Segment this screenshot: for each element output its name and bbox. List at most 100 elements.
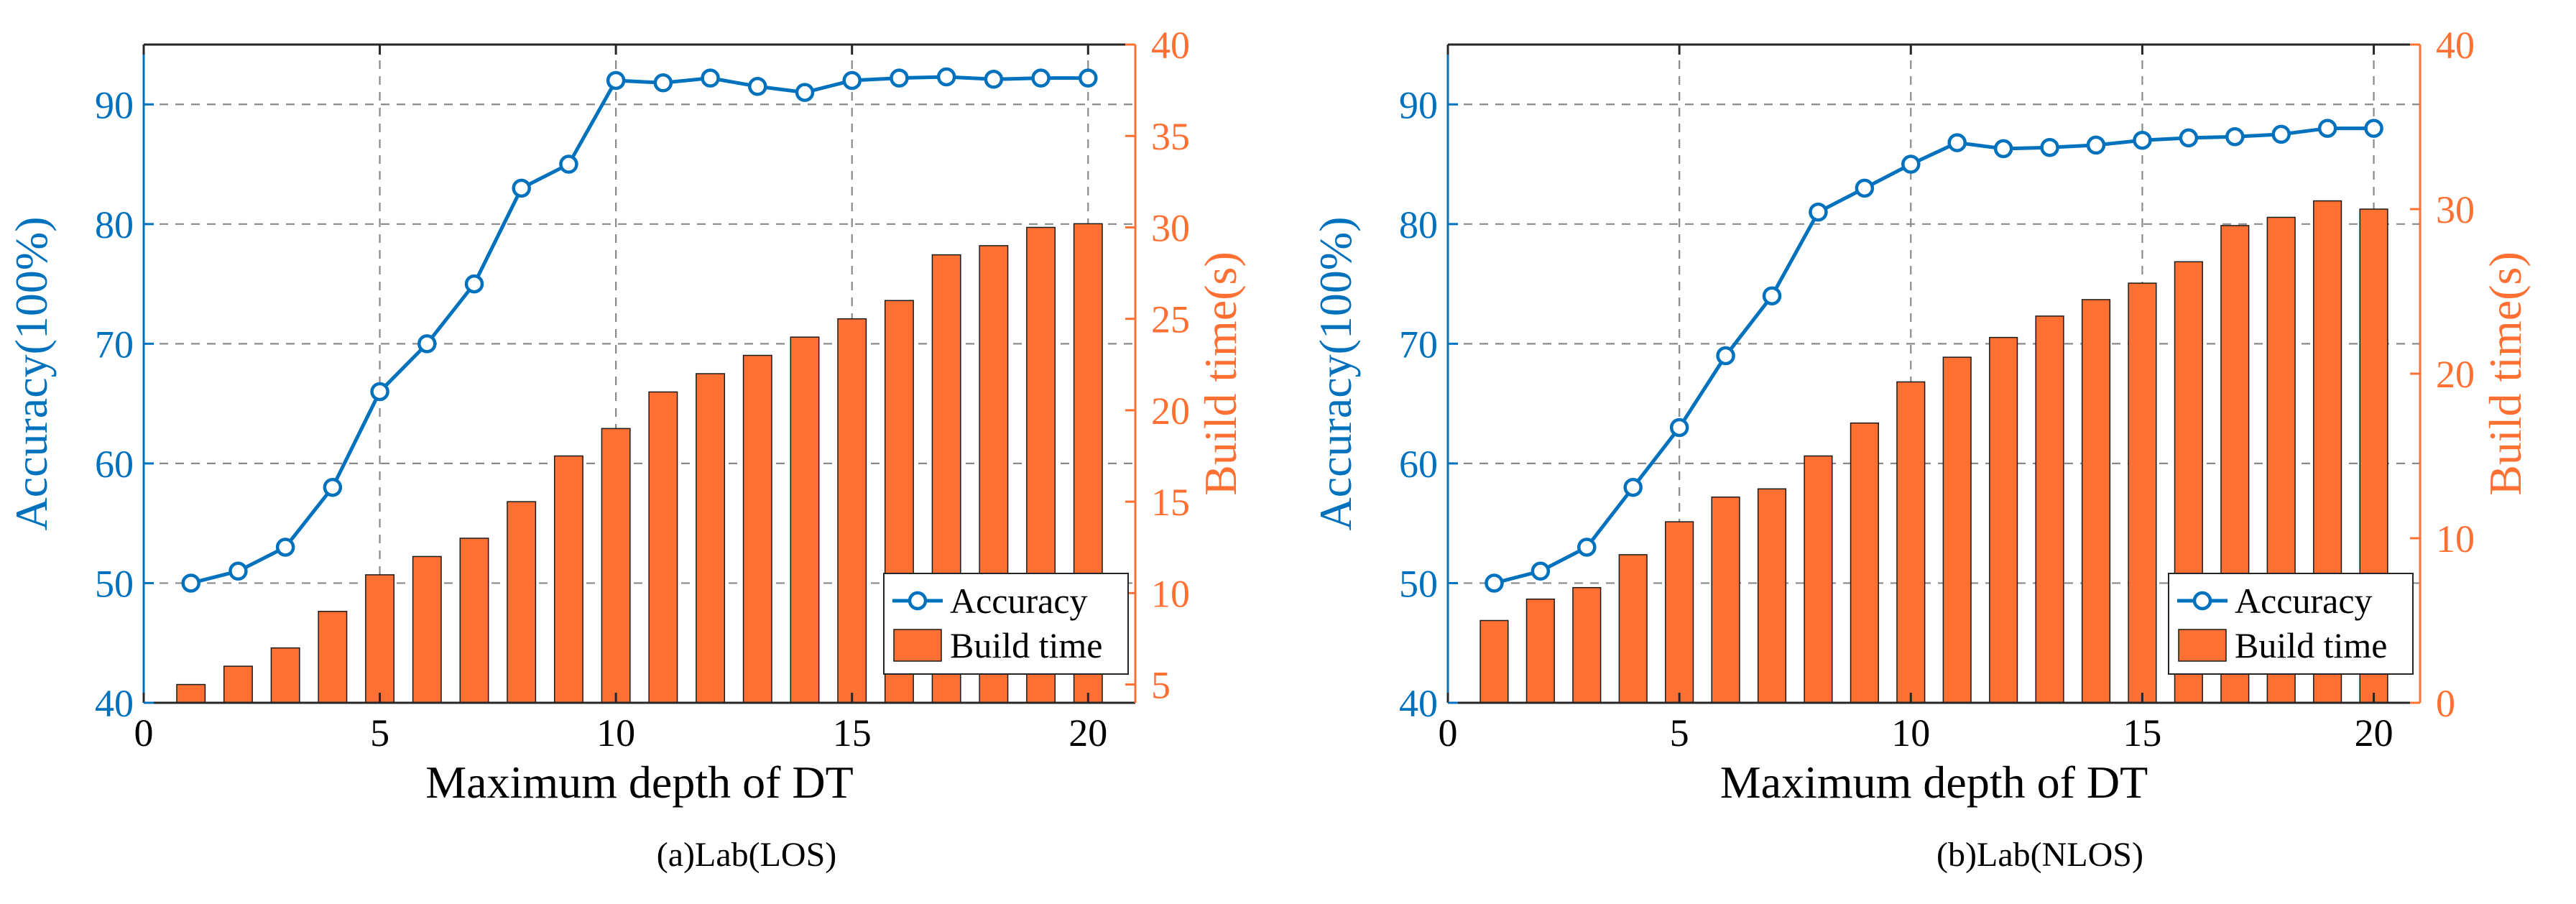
y-tick-label-right: 30 <box>1151 206 1190 249</box>
accuracy-point <box>984 70 1004 89</box>
bar <box>1942 356 1972 704</box>
y-tick-label-left: 50 <box>1399 562 1438 605</box>
accuracy-point <box>748 77 767 96</box>
build-time-bars <box>176 223 1103 704</box>
x-tick-label: 10 <box>596 711 635 755</box>
bar <box>459 538 489 704</box>
y-tick-label-right: 25 <box>1151 298 1190 341</box>
y-tick-label-left: 90 <box>95 83 134 126</box>
x-tick-label: 10 <box>1891 711 1930 755</box>
accuracy-point <box>1531 561 1551 581</box>
bar <box>270 647 300 704</box>
bar <box>1989 336 2018 704</box>
bar <box>1850 422 1879 704</box>
accuracy-point <box>559 154 578 174</box>
accuracy-point <box>370 382 389 402</box>
accuracy-point <box>1577 538 1597 557</box>
bar <box>696 373 726 704</box>
legend-build-time-swatch <box>2178 629 2227 662</box>
accuracy-point <box>890 68 909 88</box>
bar <box>507 501 537 704</box>
x-tick-label: 15 <box>2123 711 2161 755</box>
chart-b: 0 5 10 15 20 40 50 60 70 80 90 0 10 20 30 40 Maximum dep… <box>1310 24 2531 808</box>
y-tick-label-right: 30 <box>2436 188 2475 231</box>
y-tick-label-right: 20 <box>2436 353 2475 396</box>
x-tick-label: 5 <box>370 711 389 755</box>
y-tick-label-right: 40 <box>1151 24 1190 67</box>
accuracy-point <box>1079 68 1098 88</box>
accuracy-markers <box>1485 119 2383 593</box>
y-tick-label-right: 15 <box>1151 481 1190 524</box>
y-tick-label-left: 50 <box>95 562 134 605</box>
accuracy-point <box>2040 137 2059 157</box>
accuracy-point <box>417 334 437 354</box>
bar <box>1479 619 1509 704</box>
y-axis-label-right: Build time(s) <box>2480 252 2531 496</box>
accuracy-point <box>701 68 720 88</box>
x-tick-label: 0 <box>1439 711 1458 755</box>
y-tick-label-left: 70 <box>95 323 134 366</box>
x-tick-label: 5 <box>1670 711 1689 755</box>
accuracy-point <box>1669 418 1689 438</box>
accuracy-point <box>275 538 295 557</box>
bar <box>412 555 442 704</box>
y-tick-label-right: 0 <box>2436 682 2455 725</box>
y-tick-label-right: 10 <box>2436 517 2475 561</box>
y-tick-label-left: 40 <box>1399 682 1438 725</box>
bar <box>1757 488 1787 704</box>
bar <box>742 354 772 704</box>
accuracy-point <box>1762 286 1782 305</box>
caption-b: (b)Lab(NLOS) <box>1936 836 2143 874</box>
accuracy-markers <box>181 67 1098 593</box>
bar <box>2081 299 2111 704</box>
x-axis-label: Maximum depth of DT <box>1720 757 2148 808</box>
accuracy-point <box>181 573 200 593</box>
y-axis-label-right: Build time(s) <box>1195 252 1246 496</box>
chart-a: 0 5 10 15 20 40 50 60 70 80 90 5 10 15 20 25 30 35 40 Maxim… <box>6 24 1246 808</box>
accuracy-point <box>1855 178 1875 198</box>
bar <box>1665 521 1694 704</box>
y-tick-label-right: 20 <box>1151 389 1190 433</box>
accuracy-point <box>2364 119 2383 138</box>
legend-accuracy-label: Accuracy <box>2235 581 2373 621</box>
x-tick-label: 0 <box>134 711 154 755</box>
accuracy-point <box>1485 573 1504 593</box>
y-tick-label-left: 40 <box>95 682 134 725</box>
bar <box>1572 586 1602 704</box>
accuracy-point <box>842 70 862 91</box>
bar <box>1804 455 1833 704</box>
bar <box>553 455 583 704</box>
bar <box>318 611 348 704</box>
legend-accuracy-marker <box>908 591 928 611</box>
accuracy-point <box>323 477 343 497</box>
y-tick-label-right: 40 <box>2436 24 2475 67</box>
y-tick-label-right: 35 <box>1151 115 1190 158</box>
accuracy-point <box>606 70 626 91</box>
y-axis-label-left: Accuracy(100%) <box>6 216 57 530</box>
accuracy-point <box>795 83 815 102</box>
y-tick-label-left: 80 <box>95 203 134 246</box>
bar <box>365 574 395 704</box>
legend-accuracy-marker <box>2192 591 2212 611</box>
y-tick-label-left: 80 <box>1399 203 1438 246</box>
accuracy-point <box>228 561 248 581</box>
accuracy-point <box>2133 130 2152 150</box>
legend-build-time-swatch <box>893 629 942 662</box>
accuracy-point <box>1623 477 1643 497</box>
bar <box>1711 497 1740 704</box>
bar <box>176 683 206 704</box>
accuracy-point <box>1031 68 1051 88</box>
y-tick-label-left: 70 <box>1399 323 1438 366</box>
accuracy-point <box>2225 126 2245 147</box>
y-tick-label-left: 60 <box>95 443 134 486</box>
accuracy-point <box>512 178 531 198</box>
y-tick-label-right: 5 <box>1151 664 1171 707</box>
bar <box>2035 315 2064 704</box>
accuracy-point <box>653 73 673 93</box>
caption-a: (a)Lab(LOS) <box>656 836 837 874</box>
accuracy-point <box>2086 135 2106 155</box>
accuracy-point <box>1993 139 2013 159</box>
